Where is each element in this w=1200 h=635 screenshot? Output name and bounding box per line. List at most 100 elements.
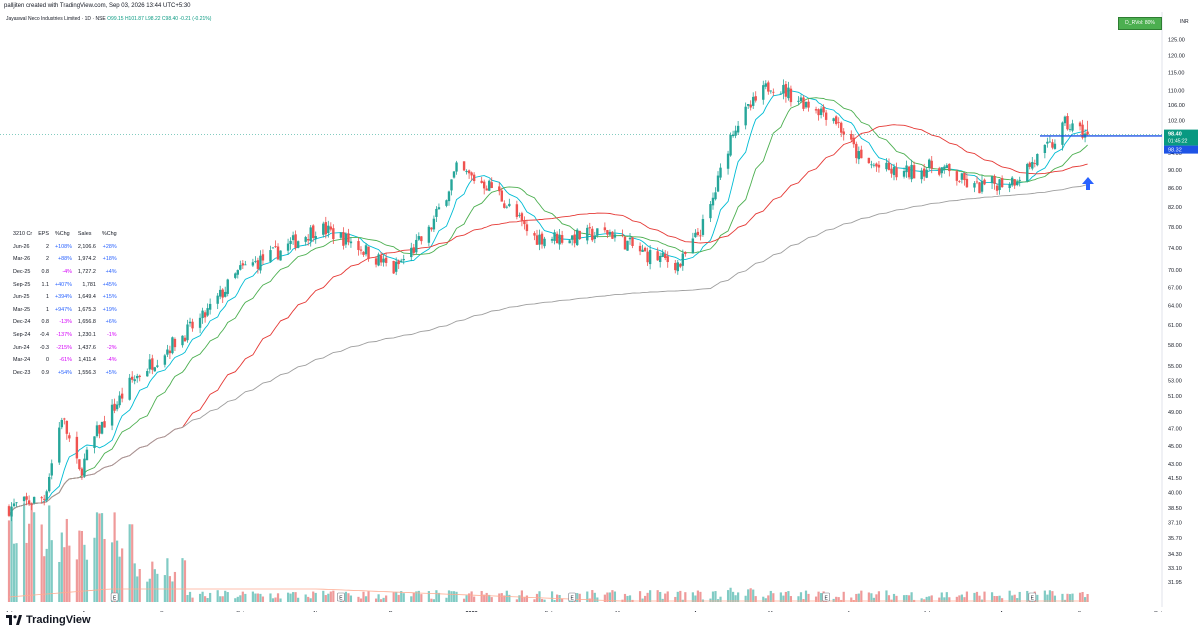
candle-body: [646, 251, 649, 263]
candle-body: [736, 125, 740, 133]
earnings-marker-icon[interactable]: [568, 592, 576, 602]
sales-chg-cell: -4%: [107, 357, 117, 364]
volume-bar: [867, 592, 870, 602]
candle-body: [377, 254, 380, 266]
quarter-cell: Dec-24: [13, 319, 31, 326]
candle-body: [784, 84, 788, 97]
candle-body: [621, 234, 624, 236]
candle-body: [171, 337, 174, 354]
header-eps: EPS: [38, 231, 49, 238]
candle-body: [244, 264, 247, 266]
volume-bar: [133, 563, 136, 602]
volume-bar: [1068, 594, 1072, 602]
candle-body: [1010, 177, 1014, 186]
sales-chg-cell: +45%: [102, 281, 117, 288]
candle-body: [309, 227, 312, 242]
candle-body: [452, 171, 456, 178]
volume-bar: [789, 596, 793, 602]
candle-body: [990, 176, 994, 184]
volume-bar: [643, 595, 647, 602]
volume-bar: [611, 590, 614, 602]
candle-body: [445, 200, 448, 206]
volume-bar: [377, 594, 380, 602]
volume-bar: [244, 593, 247, 602]
chart-header: palljiten created with TradingView.com, …: [0, 0, 1200, 12]
volume-bar: [430, 598, 433, 602]
volume-bar: [960, 594, 963, 602]
candle-body: [100, 421, 104, 434]
quarter-cell: Dec-23: [13, 369, 31, 376]
volume-bar: [764, 598, 767, 602]
candle-body: [12, 503, 16, 507]
volume-bar: [714, 591, 717, 602]
candle-body: [342, 232, 345, 246]
volume-bar: [274, 597, 277, 602]
volume-bar: [518, 595, 521, 602]
candle-body: [631, 237, 634, 246]
candle-body: [638, 245, 642, 252]
candle-body: [60, 419, 63, 428]
x-tick-label: Oct: [236, 611, 245, 612]
header-eps-chg: %Chg: [54, 231, 70, 238]
volume-bar: [364, 596, 368, 602]
volume-bar: [628, 595, 632, 602]
candle-body: [875, 163, 878, 167]
candle-body: [261, 254, 265, 261]
ma-200-line: [8, 184, 1088, 517]
candle-body: [613, 234, 617, 238]
volume-bar: [33, 512, 36, 602]
candle-body: [153, 367, 157, 372]
volume-bar: [329, 591, 332, 602]
candle-body: [256, 260, 260, 269]
y-tick-label: 70.00: [1168, 268, 1182, 274]
candle-body: [769, 90, 773, 92]
volume-bar: [415, 591, 418, 602]
volume-bar: [395, 591, 398, 602]
tradingview-logo[interactable]: TradingView: [6, 614, 91, 626]
volume-bar: [412, 592, 415, 602]
candle-body: [226, 279, 229, 294]
volume-bar: [955, 596, 958, 602]
volume-bar: [68, 545, 71, 602]
candle-body: [691, 238, 695, 254]
candle-body: [1033, 163, 1037, 164]
volume-bar: [110, 542, 114, 602]
header-sales: Sales: [77, 231, 92, 238]
fundamentals-table: 3210 Cr EPS %Chg Sales %Chg Jun-26 2 +108%…: [10, 228, 120, 379]
earnings-marker-icon[interactable]: [822, 592, 830, 602]
volume-bar: [676, 591, 679, 602]
candle-body: [27, 500, 31, 505]
candle-body: [276, 246, 280, 260]
candle-body: [367, 246, 370, 259]
candle-body: [508, 203, 511, 207]
price-chart[interactable]: 125.00120.00115.00110.00106.00102.0098.0…: [0, 12, 1200, 612]
candle-body: [279, 250, 282, 261]
last-price-text: 98.40: [1168, 132, 1182, 138]
earnings-marker-icon[interactable]: [110, 592, 119, 602]
candle-body: [1046, 141, 1049, 144]
candle-body: [1051, 142, 1054, 148]
volume-bar: [500, 593, 503, 602]
volume-bar: [309, 598, 312, 602]
candle-body: [857, 151, 861, 160]
candle-body: [1016, 181, 1019, 186]
candle-body: [1000, 178, 1004, 188]
footer: [0, 612, 1200, 635]
volume-bar: [78, 530, 81, 602]
candle-body: [719, 167, 722, 178]
candle-body: [415, 239, 418, 253]
earnings-marker-icon[interactable]: [337, 592, 345, 602]
volume-bar: [731, 591, 735, 602]
up-arrow-icon: [1082, 177, 1094, 190]
candle-body: [221, 289, 224, 298]
candle-body: [960, 173, 964, 180]
candle-body: [392, 260, 395, 274]
volume-bar: [349, 595, 353, 602]
tradingview-icon: [6, 615, 22, 625]
volume-bar: [691, 592, 694, 602]
candle-body: [588, 227, 591, 229]
earnings-marker-icon[interactable]: [1028, 592, 1037, 602]
candle-body: [10, 506, 13, 517]
candle-body: [465, 170, 468, 173]
volume-bar: [990, 592, 994, 602]
